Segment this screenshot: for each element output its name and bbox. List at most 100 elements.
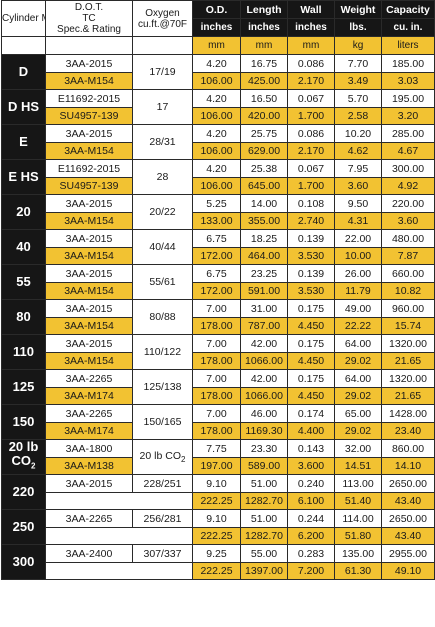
length-metric-value: 355.00: [240, 212, 288, 230]
wall-metric-value: 3.600: [287, 457, 335, 475]
capacity-metric-value: 3.20: [381, 107, 435, 125]
cylinder-model-cell: 220: [1, 474, 46, 510]
weight-metric-value: 51.80: [334, 527, 382, 545]
oxygen-capacity-cell: 150/165: [132, 404, 193, 440]
weight-metric-value: 29.02: [334, 422, 382, 440]
table-row: 3AA-M154 178.00 787.00 4.450 22.22 15.74: [2, 317, 435, 335]
od-metric-value: 178.00: [192, 422, 241, 440]
dot-spec-imperial: 3AA-1800: [45, 439, 133, 458]
capacity-imperial-value: 195.00: [381, 89, 435, 108]
od-metric-value: 133.00: [192, 212, 241, 230]
wall-metric-value: 2.170: [287, 72, 335, 90]
dot-spec-imperial: E11692-2015: [45, 159, 133, 178]
table-row: E 3AA-2015 28/31 4.20 25.75 0.086 10.20 285.00: [1, 124, 435, 160]
dot-spec-imperial: 3AA-2015: [45, 334, 133, 353]
table-row: 3AA-M174 178.00 1169.30 4.400 29.02 23.40: [2, 422, 435, 440]
oxygen-capacity-cell: 20 lb CO2: [132, 439, 193, 475]
wall-imperial-value: 0.244: [287, 509, 335, 528]
oxygen-capacity-cell: 20/22: [132, 194, 193, 230]
weight-imperial-value: 32.00: [334, 439, 382, 458]
capacity-imperial-value: 185.00: [381, 54, 435, 73]
weight-imperial-value: 10.20: [334, 124, 382, 143]
od-metric-value: 172.00: [192, 247, 241, 265]
cylinder-model-cell: D HS: [1, 89, 46, 125]
capacity-metric-value: 10.82: [381, 282, 435, 300]
od-imperial-value: 7.75: [192, 439, 241, 458]
od-metric-value: 222.25: [192, 492, 241, 510]
length-imperial-value: 14.00: [240, 194, 288, 213]
od-imperial-value: 9.10: [192, 509, 241, 528]
weight-metric-value: 4.31: [334, 212, 382, 230]
capacity-metric-value: 4.92: [381, 177, 435, 195]
oxygen-capacity-cell: 80/88: [132, 299, 193, 335]
weight-imperial-value: 9.50: [334, 194, 382, 213]
table-row: E HS E11692-2015 28 4.20 25.38 0.067 7.95 300.0…: [1, 159, 435, 195]
dot-spec-imperial: 3AA-2265: [45, 369, 133, 388]
length-imperial-value: 51.00: [240, 474, 288, 493]
wall-metric-value: 6.200: [287, 527, 335, 545]
length-metric-value: 1169.30: [240, 422, 288, 440]
weight-metric-value: 4.62: [334, 142, 382, 160]
dot-spec-metric: SU4957-139: [45, 107, 133, 125]
weight-metric-value: 29.02: [334, 387, 382, 405]
weight-metric-value: 51.40: [334, 492, 382, 510]
wall-metric-value: 4.400: [287, 422, 335, 440]
od-metric-value: 172.00: [192, 282, 241, 300]
wall-metric-value: 3.530: [287, 282, 335, 300]
dot-spec-metric: 3AA-M174: [45, 387, 133, 405]
capacity-imperial-value: 1320.00: [381, 334, 435, 353]
oxygen-capacity-cell: 125/138: [132, 369, 193, 405]
capacity-imperial-value: 2650.00: [381, 509, 435, 528]
dot-spec-metric: 3AA-M154: [45, 282, 133, 300]
capacity-metric-value: 21.65: [381, 352, 435, 370]
od-imperial-value: 9.10: [192, 474, 241, 493]
dot-spec-imperial: 3AA-2015: [45, 474, 133, 493]
capacity-metric-value: 43.40: [381, 527, 435, 545]
od-metric-value: 222.25: [192, 562, 241, 580]
cylinder-model-cell: 300: [1, 544, 46, 580]
cylinder-model-cell: D: [1, 54, 46, 90]
weight-imperial-value: 64.00: [334, 334, 382, 353]
wall-metric-value: 4.450: [287, 352, 335, 370]
capacity-imperial-value: 2650.00: [381, 474, 435, 493]
wall-metric-value: 6.100: [287, 492, 335, 510]
weight-imperial-value: 22.00: [334, 229, 382, 248]
length-imperial-value: 42.00: [240, 334, 288, 353]
dot-spec-metric: 3AA-M154: [45, 317, 133, 335]
table-row: 300 3AA-2400 307/337 9.25 55.00 0.283 135.00 29…: [1, 544, 435, 580]
table-row: 3AA-M154 178.00 1066.00 4.450 29.02 21.65: [2, 352, 435, 370]
capacity-metric-value: 43.40: [381, 492, 435, 510]
cylinder-model-cell: 80: [1, 299, 46, 335]
dot-spec-imperial: E11692-2015: [45, 89, 133, 108]
wall-metric-value: 1.700: [287, 177, 335, 195]
capacity-metric-value: 15.74: [381, 317, 435, 335]
capacity-imperial-value: 285.00: [381, 124, 435, 143]
table-row: 55 3AA-2015 55/61 6.75 23.25 0.139 26.00 660.00: [1, 264, 435, 300]
header-weight-unit-metric: kg: [334, 36, 382, 55]
wall-imperial-value: 0.175: [287, 334, 335, 353]
od-metric-value: 197.00: [192, 457, 241, 475]
header-weight-unit-imperial: lbs.: [334, 18, 382, 37]
table-row: 40 3AA-2015 40/44 6.75 18.25 0.139 22.00 480.00: [1, 229, 435, 265]
length-imperial-value: 18.25: [240, 229, 288, 248]
blank-spec-cell: [45, 562, 193, 580]
header-spacer-spec: [45, 36, 133, 55]
wall-metric-value: 2.170: [287, 142, 335, 160]
weight-metric-value: 61.30: [334, 562, 382, 580]
wall-imperial-value: 0.067: [287, 159, 335, 178]
oxygen-capacity-cell: 55/61: [132, 264, 193, 300]
length-metric-value: 589.00: [240, 457, 288, 475]
od-metric-value: 106.00: [192, 142, 241, 160]
length-imperial-value: 16.75: [240, 54, 288, 73]
header-length-unit-metric: mm: [240, 36, 288, 55]
wall-imperial-value: 0.283: [287, 544, 335, 563]
od-imperial-value: 7.00: [192, 299, 241, 318]
dot-spec-imperial: 3AA-2015: [45, 54, 133, 73]
cylinder-model-cell: E: [1, 124, 46, 160]
length-metric-value: 787.00: [240, 317, 288, 335]
length-imperial-value: 31.00: [240, 299, 288, 318]
capacity-metric-value: 21.65: [381, 387, 435, 405]
od-imperial-value: 4.20: [192, 89, 241, 108]
length-metric-value: 420.00: [240, 107, 288, 125]
header-capacity-unit-metric: liters: [381, 36, 435, 55]
